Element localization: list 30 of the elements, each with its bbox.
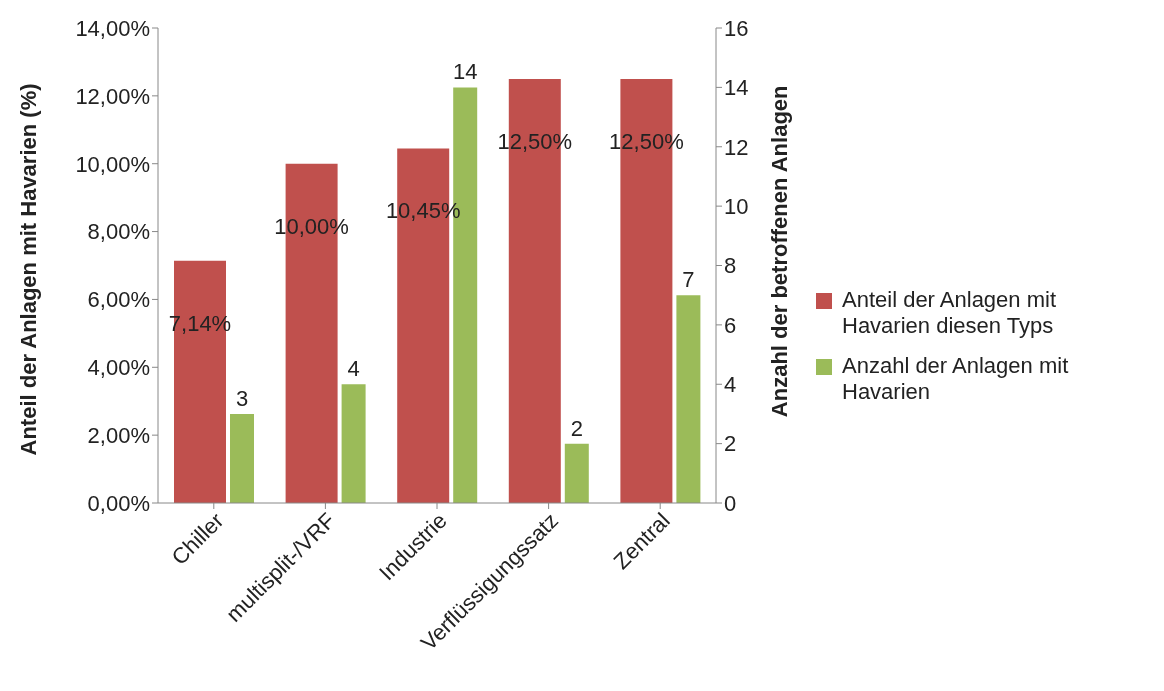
- bar: [564, 443, 589, 503]
- y2-tick-label: 2: [724, 431, 737, 457]
- data-label: 2: [570, 415, 583, 441]
- y2-tick-label: 16: [724, 15, 749, 41]
- y2-tick-label: 14: [724, 75, 749, 101]
- y2-tick-label: 8: [724, 253, 737, 279]
- y-tick-label: 8,00%: [87, 219, 150, 245]
- y2-tick-label: 12: [724, 134, 749, 160]
- data-label: 4: [347, 356, 360, 382]
- legend-label: Anzahl der Anlagen mit Havarien: [842, 352, 1070, 405]
- data-label: 7: [682, 267, 695, 293]
- y-tick-label: 10,00%: [75, 151, 150, 177]
- y-tick-label: 14,00%: [75, 15, 150, 41]
- y-tick-label: 4,00%: [87, 355, 150, 381]
- y2-tick-label: 10: [724, 193, 749, 219]
- y2-axis-title: Anzahl der betroffenen Anlagen: [766, 85, 792, 418]
- y2-tick-label: 0: [724, 490, 737, 516]
- y-tick-label: 6,00%: [87, 287, 150, 313]
- y-tick-label: 12,00%: [75, 83, 150, 109]
- bar: [341, 384, 366, 503]
- y-tick-label: 0,00%: [87, 490, 150, 516]
- y2-tick-label: 6: [724, 312, 737, 338]
- y-axis-title: Anteil der Anlagen mit Havarien (%): [15, 83, 41, 456]
- y2-tick-label: 4: [724, 372, 737, 398]
- data-label: 14: [452, 59, 478, 85]
- bar: [676, 295, 701, 503]
- legend-label: Anteil der Anlagen mit Havarien diesen Typs: [842, 286, 1058, 339]
- bar: [230, 413, 254, 503]
- y-tick-label: 2,00%: [87, 422, 150, 448]
- data-label: 3: [235, 385, 249, 411]
